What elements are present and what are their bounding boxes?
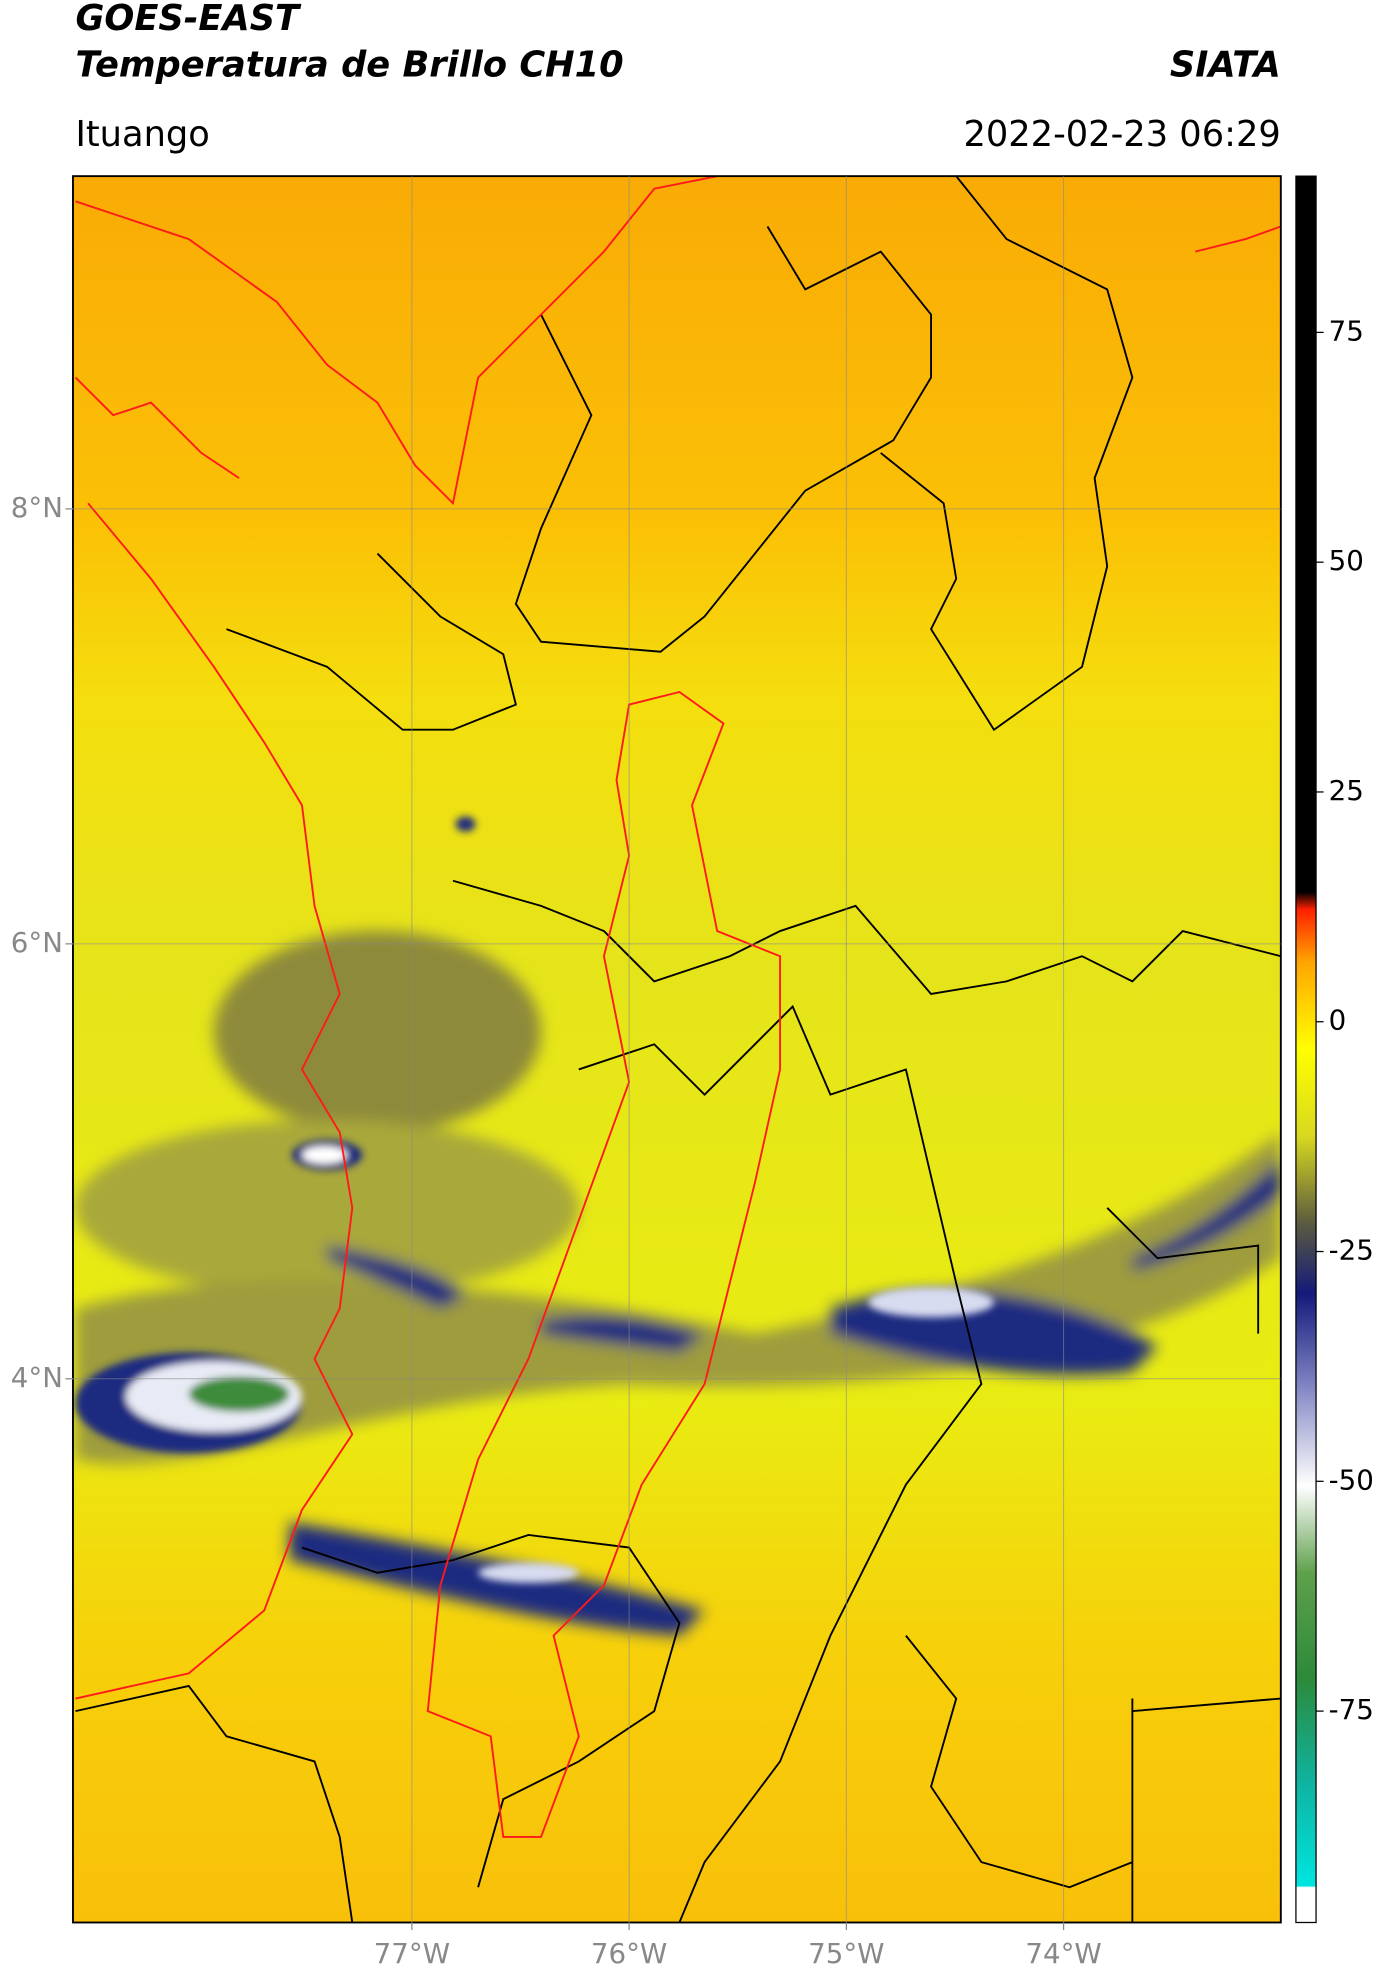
lat-label: 6°N [11,926,63,959]
colorbar-tick-label: 0 [1329,1004,1347,1037]
colorbar: 75 50 25 0 -25 -50 -75 [1295,175,1374,1924]
lon-label: 77°W [374,1937,450,1970]
lon-label: 75°W [808,1937,884,1970]
title-line1: GOES-EAST [75,0,302,39]
lon-label: 74°W [1025,1937,1101,1970]
colorbar-tick-label: -50 [1329,1463,1374,1496]
colorbar-tick-label: -75 [1329,1693,1374,1726]
location: Ituango [75,114,209,155]
colorbar-tick-label: -25 [1329,1234,1374,1267]
colorbar-tick-label: 75 [1329,314,1364,347]
lat-label: 8°N [11,491,63,524]
colorbar-fill [1295,175,1317,1924]
lat-label: 4°N [11,1361,63,1394]
title-line2: Temperatura de Brillo CH10 [75,45,623,86]
lon-label: 76°W [591,1937,667,1970]
timestamp: 2022-02-23 06:29 [963,114,1280,155]
map-frame [72,175,1282,1924]
source: SIATA [1170,45,1281,86]
colorbar-tick-label: 50 [1329,544,1364,577]
map-imagery [72,176,1281,1923]
graticule: 77°W 76°W 75°W 74°W 8°N 6°N 4°N [11,176,1281,1970]
colorbar-tick-label: 25 [1329,774,1364,807]
